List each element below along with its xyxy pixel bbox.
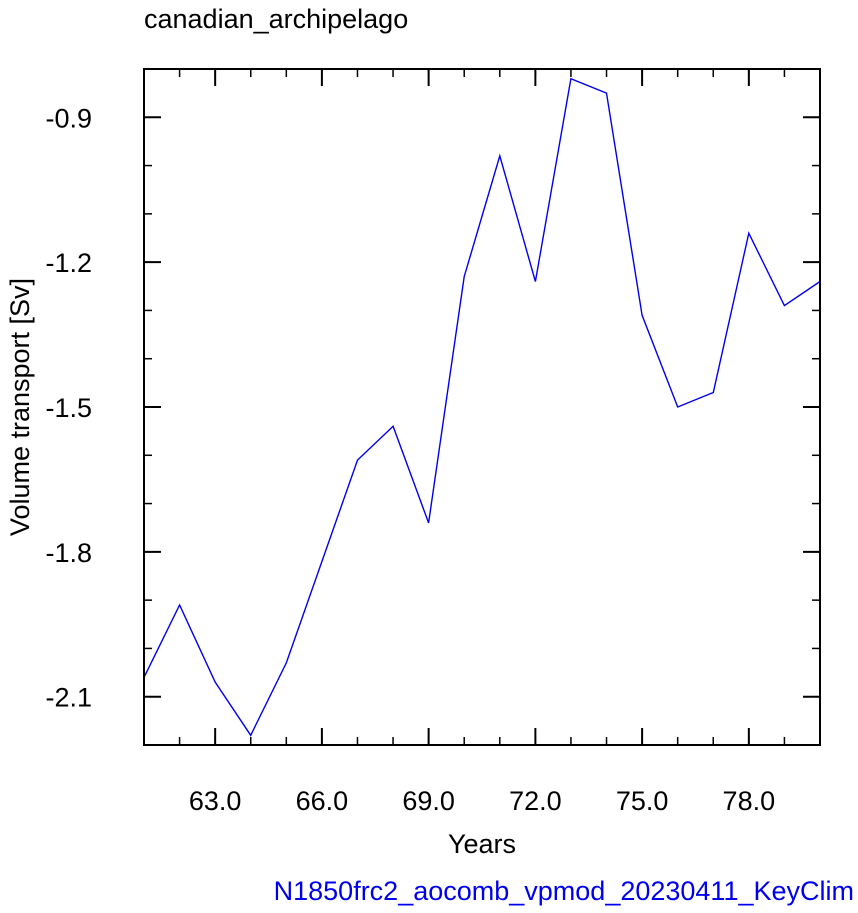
y-axis-label: Volume transport [Sv]: [5, 278, 35, 536]
y-tick-label: -1.2: [45, 248, 92, 278]
x-tick-label: 72.0: [509, 786, 562, 816]
x-tick-label: 63.0: [189, 786, 242, 816]
plot-frame: [143, 68, 821, 746]
y-tick-labels: -2.1 -1.8 -1.5 -1.2 -0.9: [45, 103, 92, 712]
y-tick-label: -1.8: [45, 538, 92, 568]
major-ticks: [144, 69, 820, 745]
y-tick-label: -1.5: [45, 393, 92, 423]
y-tick-label: -0.9: [45, 103, 92, 133]
minor-ticks: [143, 68, 821, 746]
x-tick-label: 66.0: [296, 786, 349, 816]
series-line: [143, 77, 821, 737]
x-axis-label: Years: [448, 829, 516, 859]
x-tick-label: 78.0: [723, 786, 776, 816]
y-tick-label: -2.1: [45, 683, 92, 713]
run-caption: N1850frc2_aocomb_vpmod_20230411_KeyClim: [273, 876, 854, 906]
x-tick-label: 75.0: [616, 786, 669, 816]
chart-title: canadian_archipelago: [144, 4, 409, 34]
x-tick-label: 69.0: [402, 786, 455, 816]
x-tick-labels: 63.0 66.0 69.0 72.0 75.0 78.0: [189, 786, 775, 816]
